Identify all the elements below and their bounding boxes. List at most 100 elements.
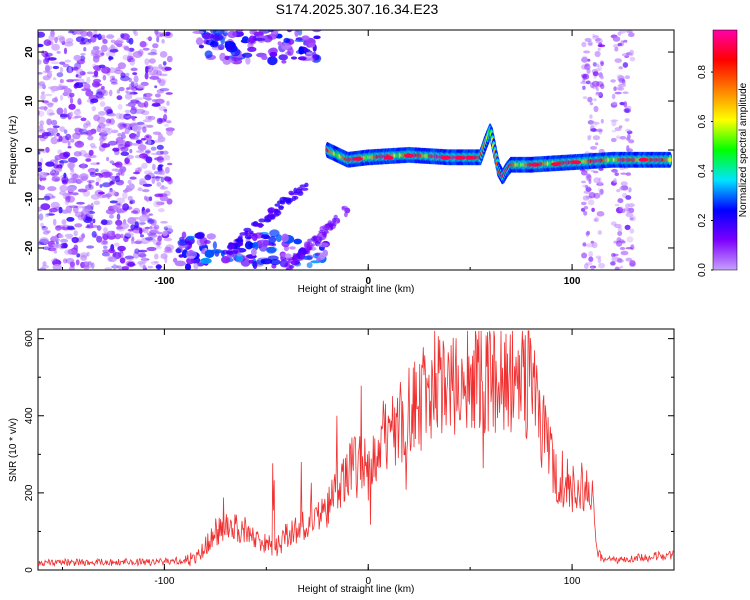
- noise-cell: [41, 148, 47, 154]
- noise-cell: [144, 195, 147, 201]
- noise-cell: [610, 79, 616, 83]
- noise-cell: [595, 37, 603, 44]
- colorbar-tick-label: 0.0: [697, 263, 708, 277]
- noise-cell: [620, 208, 626, 214]
- noise-cell: [146, 37, 153, 40]
- noise-cell: [51, 235, 56, 241]
- noise-cell: [623, 108, 630, 113]
- noise-cell: [112, 204, 121, 210]
- noise-cell: [619, 205, 624, 213]
- noise-cell: [90, 202, 94, 210]
- noise-cell: [109, 118, 115, 125]
- noise-cell: [163, 237, 173, 242]
- noise-cell: [159, 195, 169, 202]
- noise-cell: [103, 227, 108, 233]
- noise-cell: [83, 83, 91, 91]
- noise-cell: [618, 78, 626, 83]
- noise-cell: [137, 187, 143, 192]
- noise-cell: [85, 184, 94, 191]
- noise-cell: [131, 210, 139, 214]
- noise-cell: [204, 50, 213, 59]
- noise-cell: [143, 101, 149, 108]
- noise-cell: [42, 261, 47, 267]
- noise-cell: [131, 115, 135, 120]
- noise-cell: [588, 199, 595, 206]
- noise-cell: [619, 246, 626, 251]
- noise-cell: [80, 37, 89, 43]
- noise-cell: [616, 240, 623, 247]
- noise-cell: [275, 234, 283, 243]
- noise-cell: [70, 138, 75, 143]
- noise-cell: [274, 30, 282, 32]
- noise-cell: [619, 136, 627, 140]
- noise-cell: [73, 109, 82, 116]
- noise-cell: [73, 66, 79, 71]
- noise-cell: [89, 172, 98, 178]
- noise-cell: [616, 74, 623, 79]
- noise-cell: [154, 85, 158, 89]
- noise-cell: [46, 118, 52, 126]
- noise-cell: [317, 242, 329, 248]
- noise-cell: [625, 195, 632, 200]
- noise-cell: [58, 206, 63, 214]
- noise-cell: [591, 207, 595, 212]
- colorbar-gradient: [713, 30, 737, 270]
- noise-cell: [585, 262, 593, 266]
- noise-cell: [221, 256, 231, 264]
- noise-cell: [45, 66, 51, 73]
- noise-cell: [158, 64, 163, 70]
- noise-cell: [237, 242, 244, 247]
- noise-cell: [63, 151, 71, 158]
- track-peak: [455, 155, 465, 160]
- noise-cell: [589, 102, 594, 106]
- noise-cell: [298, 46, 305, 55]
- track-peak: [638, 157, 649, 162]
- noise-cell: [50, 201, 60, 209]
- noise-cell: [50, 168, 55, 176]
- noise-cell: [126, 185, 130, 191]
- noise-cell: [311, 30, 322, 33]
- noise-cell: [38, 81, 46, 87]
- noise-cell: [89, 222, 94, 227]
- noise-cell: [110, 129, 119, 134]
- noise-cell: [56, 50, 61, 54]
- noise-cell: [186, 235, 195, 240]
- noise-cell: [625, 247, 633, 250]
- noise-cell: [593, 218, 598, 222]
- noise-cell: [145, 156, 153, 164]
- noise-cell: [277, 41, 282, 46]
- noise-cell: [610, 261, 616, 266]
- noise-cell: [47, 57, 57, 61]
- noise-cell: [136, 150, 144, 153]
- noise-cell: [620, 172, 627, 175]
- noise-cell: [156, 201, 165, 206]
- noise-cell: [204, 240, 211, 244]
- noise-cell: [333, 214, 338, 220]
- noise-cell: [599, 189, 604, 196]
- noise-cell: [85, 225, 94, 229]
- noise-cell: [587, 134, 592, 138]
- noise-cell: [580, 73, 588, 78]
- noise-cell: [156, 70, 162, 76]
- noise-cell: [286, 30, 293, 33]
- noise-cell: [69, 261, 76, 268]
- noise-cell: [87, 167, 97, 174]
- noise-cell: [136, 121, 145, 126]
- noise-cell: [59, 113, 70, 118]
- noise-cell: [77, 140, 82, 145]
- noise-cell: [611, 252, 616, 258]
- noise-cell: [92, 34, 99, 38]
- noise-cell: [267, 56, 278, 66]
- noise-cell: [158, 164, 164, 168]
- noise-cell: [613, 240, 619, 244]
- noise-cell: [117, 245, 126, 252]
- noise-cell: [244, 231, 249, 237]
- noise-cell: [128, 51, 133, 58]
- noise-cell: [301, 35, 310, 41]
- noise-cell: [278, 205, 284, 211]
- noise-cell: [147, 265, 154, 269]
- noise-cell: [114, 69, 124, 75]
- noise-cell: [124, 255, 134, 259]
- noise-cell: [586, 173, 592, 179]
- noise-cell: [224, 55, 230, 60]
